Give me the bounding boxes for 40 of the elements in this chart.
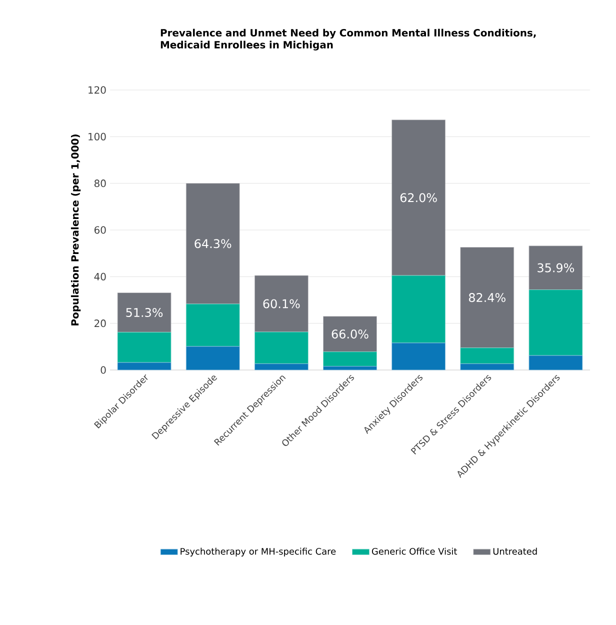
annotation: 62.0% — [400, 193, 437, 202]
bar — [460, 364, 514, 370]
bar — [186, 346, 240, 370]
bar — [323, 316, 377, 352]
y-tick-label: 20 — [94, 320, 106, 328]
bar — [117, 332, 172, 363]
bar — [528, 290, 583, 356]
annotation: 60.1% — [263, 299, 300, 308]
legend-label: Generic Office Visit — [372, 548, 458, 555]
bar — [254, 332, 308, 364]
y-tick-label: 80 — [94, 180, 106, 188]
y-axis-title: Population Prevalence (per 1,000) — [70, 134, 81, 326]
bar — [323, 366, 377, 370]
legend-label: Untreated — [493, 548, 537, 555]
annotation: 64.3% — [194, 239, 232, 248]
annotation: 51.3% — [126, 308, 163, 318]
bar — [460, 348, 514, 364]
bar — [528, 355, 583, 370]
bar — [392, 342, 446, 370]
bar — [323, 352, 377, 366]
y-tick-label: 100 — [88, 132, 106, 140]
bar — [117, 292, 172, 332]
bar — [392, 120, 446, 276]
y-tick-label: 40 — [94, 272, 106, 280]
bar — [186, 183, 240, 304]
y-tick-label: 60 — [94, 226, 106, 234]
bar — [460, 247, 514, 348]
chart-title: Prevalence and Unmet Need by Common Mental Illness Conditions, Medicaid Enrollees in Michigan — [160, 28, 536, 51]
y-tick-label: 120 — [88, 86, 106, 94]
legend-label: Psychotherapy or MH-specific Care — [180, 548, 336, 556]
bar — [186, 304, 240, 347]
bar — [528, 246, 583, 290]
bar — [254, 364, 308, 370]
annotation: 66.0% — [332, 330, 368, 339]
y-tick-label: 0 — [100, 366, 106, 374]
bar — [117, 362, 172, 370]
bar — [254, 275, 308, 332]
bar — [392, 275, 446, 344]
annotation: 82.4% — [468, 293, 506, 302]
annotation: 35.9% — [538, 263, 574, 272]
